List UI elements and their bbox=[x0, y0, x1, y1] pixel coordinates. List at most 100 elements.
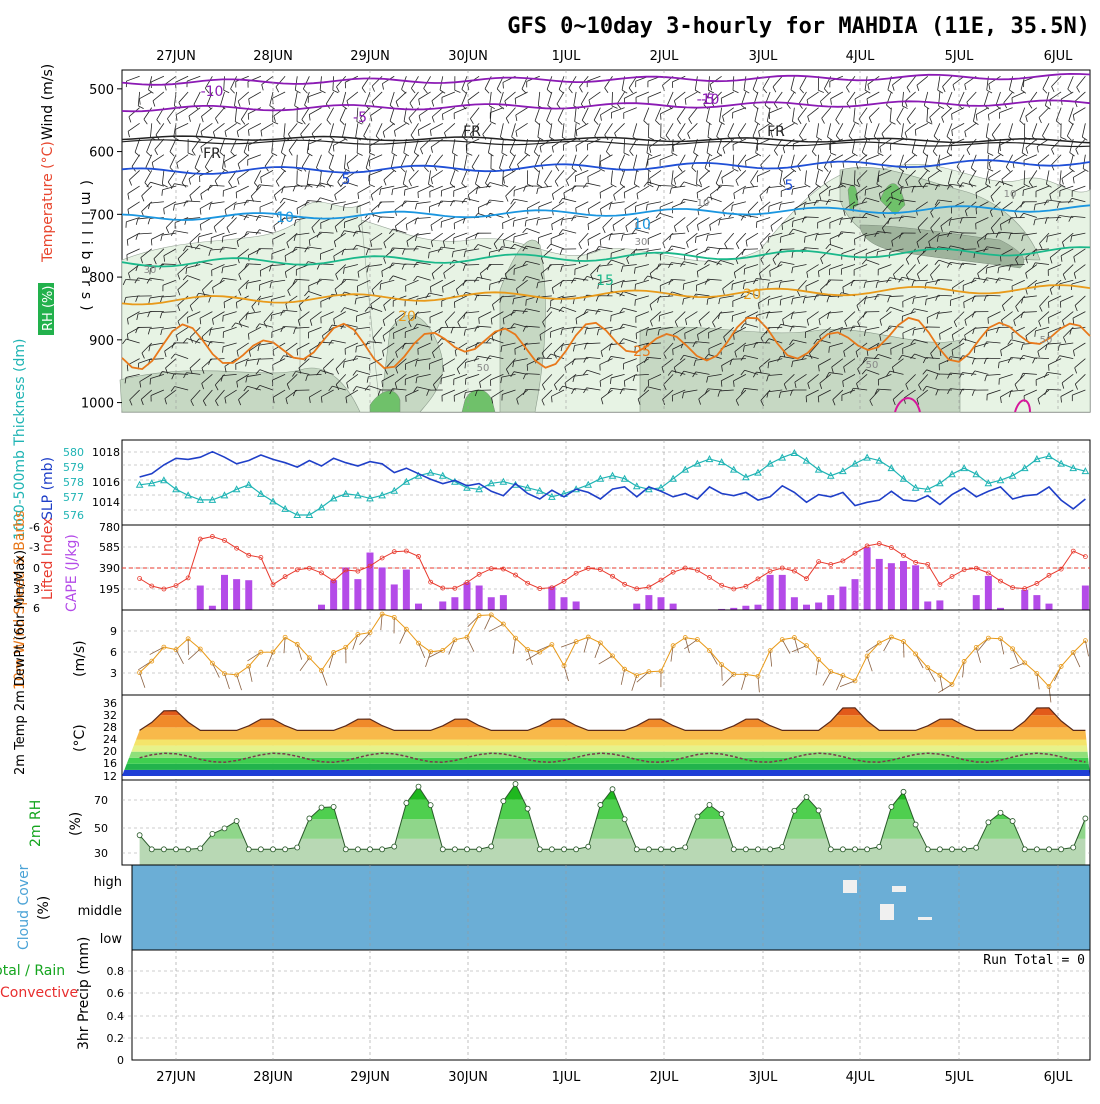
rh-point-8 bbox=[234, 819, 239, 824]
wind-barb-6 bbox=[212, 663, 219, 677]
rh-point-22 bbox=[404, 801, 409, 806]
wind-barb-8 bbox=[237, 675, 242, 690]
wind-barb-33 bbox=[526, 652, 540, 660]
cape-bar-27 bbox=[464, 582, 471, 610]
temp-band-1 bbox=[122, 764, 1090, 770]
iso-label-2: FR bbox=[203, 146, 221, 162]
rh-point-51 bbox=[756, 847, 761, 852]
rh-point-17 bbox=[343, 847, 348, 852]
date-top-3: 30JUN bbox=[448, 49, 488, 64]
thick-tick-2: 578 bbox=[63, 476, 84, 489]
cape-bar-25 bbox=[439, 601, 446, 610]
cape-bar-62 bbox=[888, 563, 895, 610]
wind-barb-52 bbox=[770, 651, 772, 667]
li-tick-1: -3 bbox=[29, 541, 40, 554]
cloud-area bbox=[132, 865, 1090, 950]
rh-contour-label-6: 10 bbox=[1004, 189, 1017, 200]
run-total: Run Total = 0 bbox=[983, 953, 1085, 968]
cape-bar-57 bbox=[827, 595, 834, 610]
wind-barb-53 bbox=[782, 640, 790, 654]
cape-bar-69 bbox=[973, 595, 980, 610]
wind-barb-27 bbox=[467, 637, 474, 651]
cape-bar-26 bbox=[451, 597, 458, 610]
rh-point-16 bbox=[331, 804, 336, 809]
cape-bar-42 bbox=[645, 595, 652, 610]
rh-point-62 bbox=[889, 804, 894, 809]
slp-tick-0: 1018 bbox=[92, 446, 120, 459]
wind-barb-11 bbox=[267, 652, 273, 667]
wind-barb-2 bbox=[150, 647, 164, 654]
cape-bar-73 bbox=[1021, 590, 1028, 610]
iso-label-9: -5 bbox=[701, 92, 715, 108]
rh-point-70 bbox=[986, 820, 991, 825]
rh-point-69 bbox=[974, 845, 979, 850]
cape-bar-66 bbox=[936, 600, 943, 610]
iso-label-13: 10 bbox=[633, 217, 651, 233]
rh-point-2 bbox=[161, 847, 166, 852]
wind-barb-50 bbox=[741, 674, 745, 689]
temp-band-3 bbox=[122, 752, 1090, 758]
rh-point-0 bbox=[137, 833, 142, 838]
rh-point-21 bbox=[392, 844, 397, 849]
cape-tick-0: 780 bbox=[99, 521, 120, 534]
wind-barb-9 bbox=[249, 666, 252, 682]
cape-bar-30 bbox=[500, 595, 507, 610]
rh-point-55 bbox=[804, 795, 809, 800]
rh-point-24 bbox=[428, 803, 433, 808]
rh-point-25 bbox=[440, 847, 445, 852]
rh-band-2 bbox=[122, 800, 1090, 820]
wind-barb-72 bbox=[1013, 649, 1019, 664]
cloud-level-1: middle bbox=[78, 904, 122, 919]
iso-label-12: 5 bbox=[785, 178, 794, 194]
barb-3090 bbox=[1011, 265, 1025, 266]
wind-barb-48 bbox=[722, 665, 723, 681]
temperature-label: Temperature (°C) bbox=[40, 141, 56, 263]
barb-flag-1303 bbox=[503, 82, 504, 88]
barb-flag-1415 bbox=[526, 300, 527, 306]
rh-point-49 bbox=[731, 847, 736, 852]
cape-bar-6 bbox=[209, 606, 216, 610]
cape-bar-53 bbox=[779, 575, 786, 610]
rh2m-unit: (%) bbox=[68, 812, 84, 836]
rh-point-50 bbox=[743, 847, 748, 852]
cape-bar-55 bbox=[803, 605, 810, 610]
rh-contour-label-4: 50 bbox=[1040, 335, 1053, 346]
barb-flag-2251 bbox=[770, 271, 771, 277]
thickness-label: 1000-500mb Thickness (dm) bbox=[12, 339, 28, 540]
date-bottom-1: 28JUN bbox=[253, 1070, 293, 1085]
rh-point-37 bbox=[586, 844, 591, 849]
ylabel-1000: 1000 bbox=[81, 397, 114, 412]
barb-flag-1711 bbox=[611, 315, 612, 321]
cape-bar-60 bbox=[864, 547, 871, 610]
rh-point-3 bbox=[174, 847, 179, 852]
millibars-label: (millibars) bbox=[78, 180, 94, 317]
cloud-patch-high bbox=[843, 880, 857, 893]
rh-contour-label-2: 50 bbox=[477, 363, 490, 374]
rh-point-28 bbox=[477, 847, 482, 852]
li-line bbox=[140, 537, 1086, 590]
precip-tick-0: 0.8 bbox=[107, 965, 125, 978]
upper-left-labels: RH (%) Temperature (°C) Wind (m/s) (mill… bbox=[38, 64, 94, 335]
wind-barb-78 bbox=[1085, 641, 1088, 657]
rh-mid-3 bbox=[120, 368, 360, 412]
date-bottom-8: 5JUL bbox=[945, 1070, 975, 1085]
date-bottom-5: 2JUL bbox=[650, 1070, 680, 1085]
temp-band-7 bbox=[122, 715, 1090, 727]
wind-label: Wind (m/s) bbox=[40, 64, 56, 140]
cloud-patch-mid2 bbox=[918, 917, 932, 920]
cape-bar-36 bbox=[573, 601, 580, 610]
barb-990 bbox=[405, 264, 419, 265]
barb-1538 bbox=[562, 280, 576, 281]
wind-barb-24 bbox=[426, 652, 431, 667]
rh-point-13 bbox=[295, 845, 300, 850]
wind-barb-38 bbox=[595, 643, 601, 658]
iso-label-7: 25 bbox=[633, 344, 651, 360]
rh-point-77 bbox=[1071, 845, 1076, 850]
iso-label-3: 5 bbox=[342, 172, 351, 188]
cape-bar-22 bbox=[403, 570, 410, 610]
barb-flag-2127 bbox=[732, 284, 733, 290]
cape-bar-61 bbox=[876, 559, 883, 610]
